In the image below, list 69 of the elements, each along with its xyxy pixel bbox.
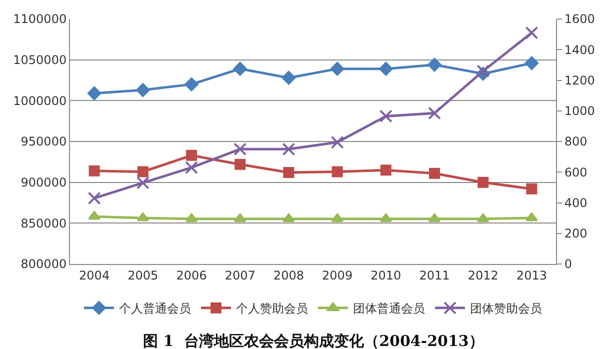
- y2-tick-label: 1600: [564, 12, 595, 26]
- x-tick-label: 2009: [322, 268, 353, 282]
- legend-label: 个人赞助会员: [236, 302, 308, 316]
- point: [282, 142, 296, 156]
- y2-tick-label: 1400: [564, 42, 595, 57]
- point: [478, 176, 489, 188]
- point: [184, 77, 198, 92]
- point: [379, 62, 393, 76]
- point: [524, 56, 539, 70]
- point: [137, 166, 148, 178]
- point: [136, 83, 150, 97]
- point: [428, 58, 442, 72]
- y-tick-label: 1000000: [13, 94, 67, 108]
- text: 图 1 台湾地区农会会员构成变化（2004-2013）: [143, 332, 484, 349]
- y-tick-label: 950000: [20, 134, 67, 149]
- point: [330, 62, 344, 76]
- y-tick-label: 850000: [20, 216, 67, 230]
- point: [380, 213, 392, 222]
- point: [526, 183, 538, 194]
- x-tick-label: 2012: [468, 268, 498, 282]
- point: [186, 150, 197, 161]
- x-tick-label: 2006: [176, 268, 207, 282]
- y-tick-label: 800000: [20, 257, 67, 272]
- point: [233, 62, 247, 76]
- point: [282, 70, 296, 85]
- legend-label: 团体普通会员: [353, 302, 425, 316]
- point: [234, 142, 247, 156]
- x-tick-label: 2004: [79, 268, 110, 282]
- x-tick-label: 2010: [370, 268, 402, 282]
- point: [283, 167, 294, 178]
- y2-tick-label: 800: [564, 134, 588, 149]
- y-tick-label: 900000: [20, 176, 67, 190]
- point: [331, 213, 344, 222]
- point: [282, 213, 295, 222]
- point: [476, 213, 490, 222]
- point: [332, 166, 343, 178]
- point: [525, 26, 538, 40]
- point: [429, 168, 440, 179]
- point: [234, 213, 246, 222]
- legend-label: 团体赞助会员: [470, 302, 542, 316]
- y2-tick-label: 1000: [564, 104, 595, 118]
- point: [234, 158, 246, 170]
- y-tick-label: 1050000: [13, 53, 67, 68]
- point: [88, 165, 100, 176]
- point: [526, 212, 538, 222]
- point: [87, 86, 102, 100]
- x-tick-label: 2007: [224, 268, 256, 282]
- point: [476, 64, 490, 78]
- x-tick-label: 2011: [419, 268, 450, 282]
- point: [88, 192, 101, 205]
- y2-tick-label: 400: [564, 196, 588, 210]
- point: [136, 176, 150, 190]
- x-tick-label: 2005: [128, 268, 158, 282]
- legend-label: 个人普通会员: [119, 302, 191, 316]
- point: [379, 110, 392, 123]
- y-tick-label: 1100000: [13, 12, 67, 26]
- point: [428, 106, 441, 120]
- y2-tick-label: 200: [564, 226, 588, 241]
- y2-tick-label: 0: [564, 257, 572, 272]
- point: [428, 213, 441, 222]
- point: [185, 213, 198, 222]
- point: [380, 164, 392, 176]
- y2-tick-label: 1200: [564, 73, 595, 88]
- point: [185, 161, 198, 174]
- point: [88, 211, 100, 220]
- x-tick-label: 2008: [273, 268, 304, 282]
- y2-tick-label: 600: [564, 165, 588, 180]
- x-tick-label: 2013: [516, 268, 547, 282]
- point: [330, 136, 344, 149]
